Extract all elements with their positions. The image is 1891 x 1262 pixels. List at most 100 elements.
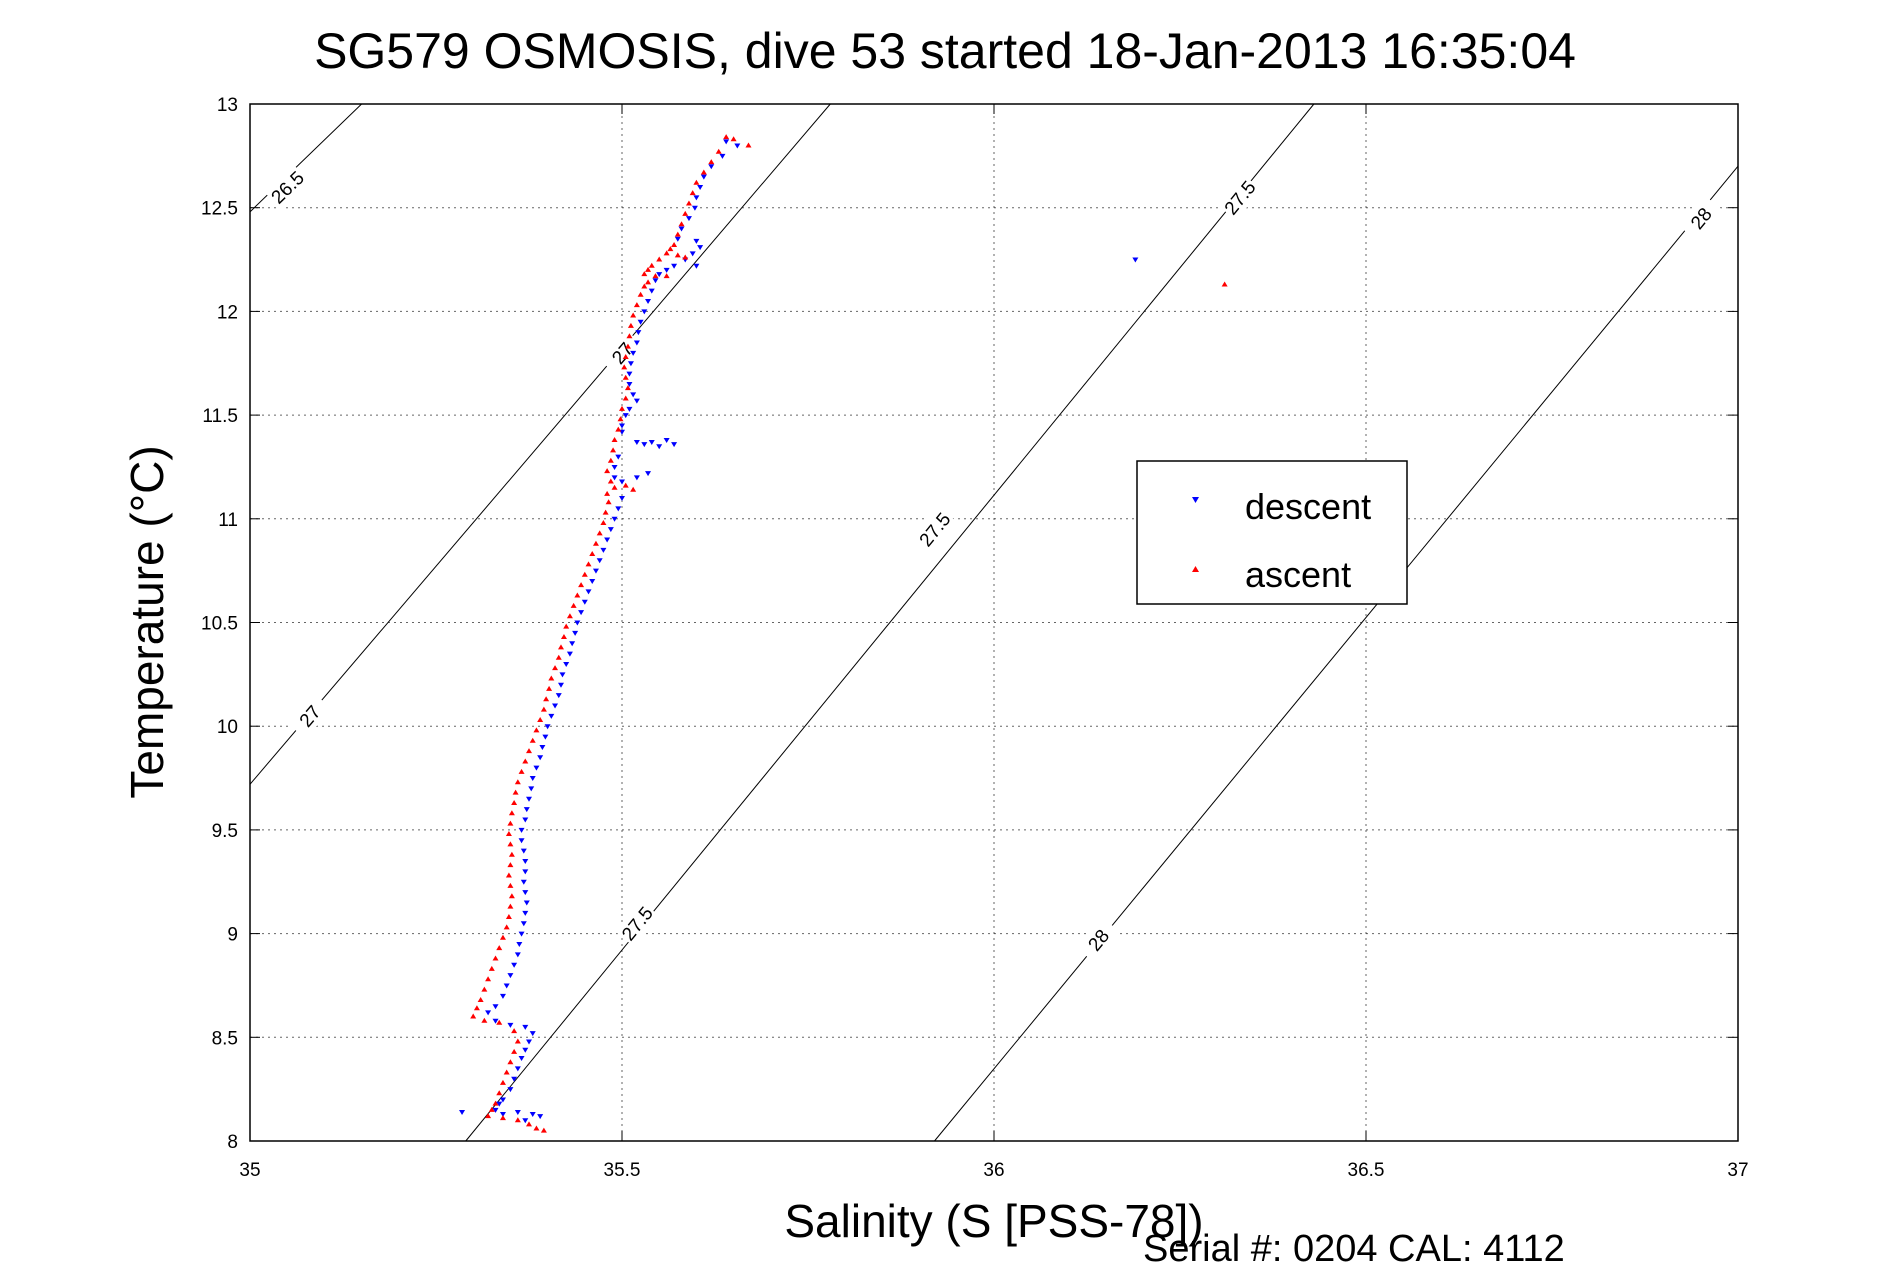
ascent-point — [533, 1125, 540, 1131]
ascent-point — [667, 246, 674, 252]
ascent-point — [543, 696, 550, 702]
ascent-point — [514, 1038, 521, 1044]
ascent-point — [685, 200, 692, 206]
ascent-point — [560, 634, 567, 640]
ascent-point — [522, 758, 529, 764]
descent-point — [615, 506, 622, 512]
ascent-point — [674, 252, 681, 258]
ascent-point — [503, 1069, 510, 1075]
x-axis-label: Salinity (S [PSS-78]) — [784, 1195, 1203, 1247]
legend-box — [1136, 460, 1408, 605]
descent-point — [492, 1107, 499, 1113]
descent-point — [641, 442, 648, 448]
ascent-point — [682, 210, 689, 216]
descent-point — [529, 1112, 536, 1118]
isopycnal-line-27.5 — [465, 103, 1315, 1142]
descent-point — [645, 471, 652, 477]
ascent-point — [496, 1019, 503, 1025]
x-tick-label: 37 — [1727, 1160, 1748, 1181]
y-tick-label: 11.5 — [202, 406, 238, 427]
isopycnal-label-bg — [1076, 916, 1121, 963]
ascent-point — [529, 737, 536, 743]
descent-point — [719, 153, 726, 159]
ascent-point — [652, 273, 659, 279]
x-tick-label: 36.5 — [1348, 1160, 1385, 1181]
x-tick-label: 35 — [239, 1160, 260, 1181]
descent-point — [693, 238, 700, 244]
ascent-point — [537, 716, 544, 722]
descent-point — [671, 263, 678, 269]
descent-point — [518, 1056, 525, 1062]
descent-point — [542, 734, 549, 740]
ascent-point — [526, 748, 532, 754]
descent-point — [544, 724, 551, 730]
ascent-point — [512, 789, 519, 795]
ascent-point — [507, 903, 514, 909]
descent-point — [557, 682, 564, 688]
descent-point — [615, 454, 622, 460]
descent-point — [529, 776, 536, 782]
ascent-point — [663, 273, 670, 279]
ascent-point — [540, 1127, 547, 1133]
legend-descent-marker — [1192, 497, 1199, 503]
descent-point — [604, 537, 611, 543]
isopycnal-line-28 — [934, 165, 1739, 1142]
descent-point — [656, 444, 663, 450]
ascent-point — [511, 1028, 518, 1034]
descent-point — [529, 1031, 536, 1037]
isopycnal-label-bg — [1678, 195, 1723, 242]
descent-point — [533, 765, 540, 771]
descent-point — [520, 848, 527, 854]
descent-point — [522, 859, 529, 865]
ascent-point — [481, 1017, 488, 1023]
descent-point — [520, 879, 527, 885]
ascent-point — [511, 1048, 518, 1054]
ascent-point — [533, 727, 540, 733]
ascent-point — [563, 623, 570, 629]
descent-point — [522, 817, 529, 823]
ascent-point — [600, 519, 607, 525]
descent-point — [622, 413, 629, 419]
ascent-point — [619, 405, 625, 411]
descent-point — [678, 226, 685, 232]
descent-point — [645, 299, 652, 305]
isopycnal-label-bg — [912, 506, 957, 553]
ascent-point — [508, 810, 515, 816]
ascent-point — [548, 675, 555, 681]
descent-series — [459, 139, 1139, 1124]
descent-point — [522, 1024, 529, 1030]
ascent-point — [499, 1079, 506, 1085]
ascent-point — [505, 831, 512, 837]
ascent-point — [607, 478, 614, 484]
ascent-point — [496, 945, 503, 951]
descent-point — [526, 796, 532, 802]
ascent-point — [508, 851, 515, 857]
descent-point — [514, 1066, 521, 1072]
descent-point — [507, 1087, 514, 1093]
isopycnal-label-bg — [264, 164, 310, 210]
legend: descent ascent — [1136, 460, 1408, 605]
descent-point — [626, 371, 633, 377]
legend-descent-label: descent — [1245, 486, 1371, 527]
y-tick-label: 13 — [217, 95, 238, 116]
ascent-point — [715, 148, 722, 154]
ascent-point — [645, 266, 652, 272]
descent-point — [511, 962, 518, 968]
ascent-point — [637, 291, 644, 297]
descent-point — [499, 1112, 506, 1118]
descent-point — [522, 910, 529, 916]
ascent-point — [507, 862, 514, 868]
y-axis-label: Temperature (°C) — [121, 445, 173, 798]
ascent-point — [610, 447, 617, 453]
descent-point — [459, 1109, 466, 1115]
descent-point — [697, 184, 704, 190]
ascent-point — [585, 561, 592, 567]
ascent-point — [622, 482, 629, 488]
descent-point — [523, 807, 530, 813]
ascent-point — [604, 468, 611, 474]
descent-point — [633, 340, 640, 346]
ascent-point — [611, 484, 618, 490]
ascent-point — [663, 250, 670, 256]
ascent-point — [555, 654, 562, 660]
isopycnal-label-26.5: 26.5 — [268, 168, 309, 209]
